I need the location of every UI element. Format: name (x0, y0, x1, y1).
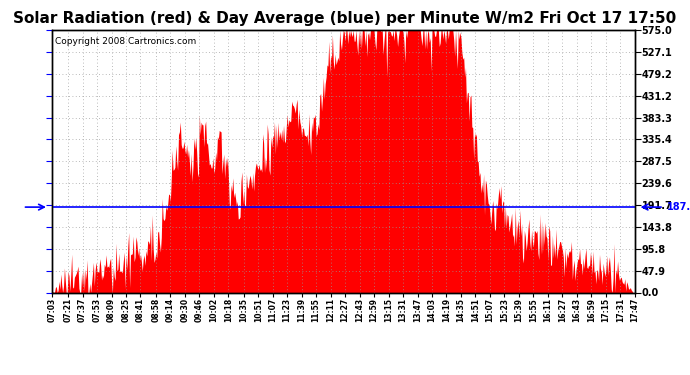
Text: Solar Radiation (red) & Day Average (blue) per Minute W/m2 Fri Oct 17 17:50: Solar Radiation (red) & Day Average (blu… (13, 11, 677, 26)
Text: Copyright 2008 Cartronics.com: Copyright 2008 Cartronics.com (55, 37, 196, 46)
Text: 187.07: 187.07 (667, 202, 690, 212)
